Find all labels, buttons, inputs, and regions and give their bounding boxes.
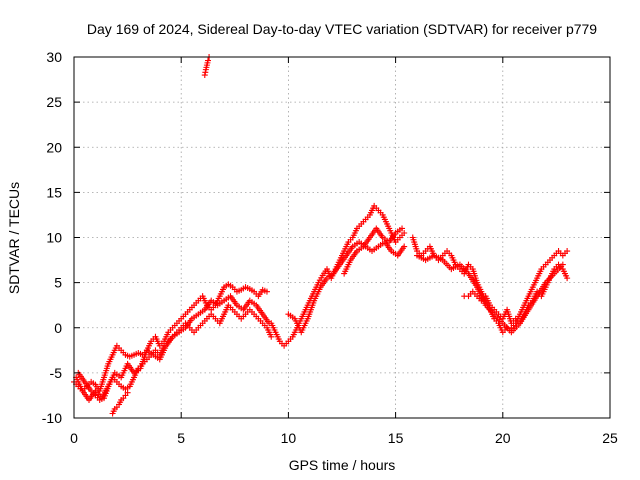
x-tick-label: 5 [177,430,185,446]
y-tick-label: 30 [46,49,62,65]
grid-lines [74,57,610,418]
axis-ticks: 0 5 10 15 20 25 -10 -5 0 5 10 15 20 25 30 [42,49,618,446]
data-point [268,333,275,340]
series-outlier [201,54,213,79]
y-tick-label: -5 [50,365,63,381]
x-tick-label: 10 [281,430,297,446]
data-point [401,229,408,236]
y-axis-label: SDTVAR / TECUs [6,182,22,294]
series-track-6 [341,225,406,277]
series-track-4 [268,202,408,349]
y-tick-label: 15 [46,184,62,200]
y-tick-label: 20 [46,139,62,155]
x-tick-label: 20 [495,430,511,446]
data-point [205,57,211,64]
data-point [564,275,571,282]
series-track-lowdip [109,389,131,417]
data-point [124,389,131,396]
data-point [399,225,406,232]
data-point [401,243,408,250]
x-tick-label: 25 [602,430,618,446]
chart-title: Day 169 of 2024, Sidereal Day-to-day VTE… [87,21,597,37]
x-tick-label: 0 [70,430,78,446]
data-point [564,248,571,255]
data-point [263,288,270,295]
y-tick-label: 10 [46,230,62,246]
y-tick-label: 25 [46,94,62,110]
y-tick-label: -10 [42,410,62,426]
x-tick-label: 15 [388,430,404,446]
x-axis-label: GPS time / hours [289,457,396,473]
series-track-5 [285,239,408,336]
y-tick-label: 0 [54,320,62,336]
data-points [71,54,571,417]
series-track-9 [461,261,571,327]
y-tick-label: 5 [54,275,62,291]
